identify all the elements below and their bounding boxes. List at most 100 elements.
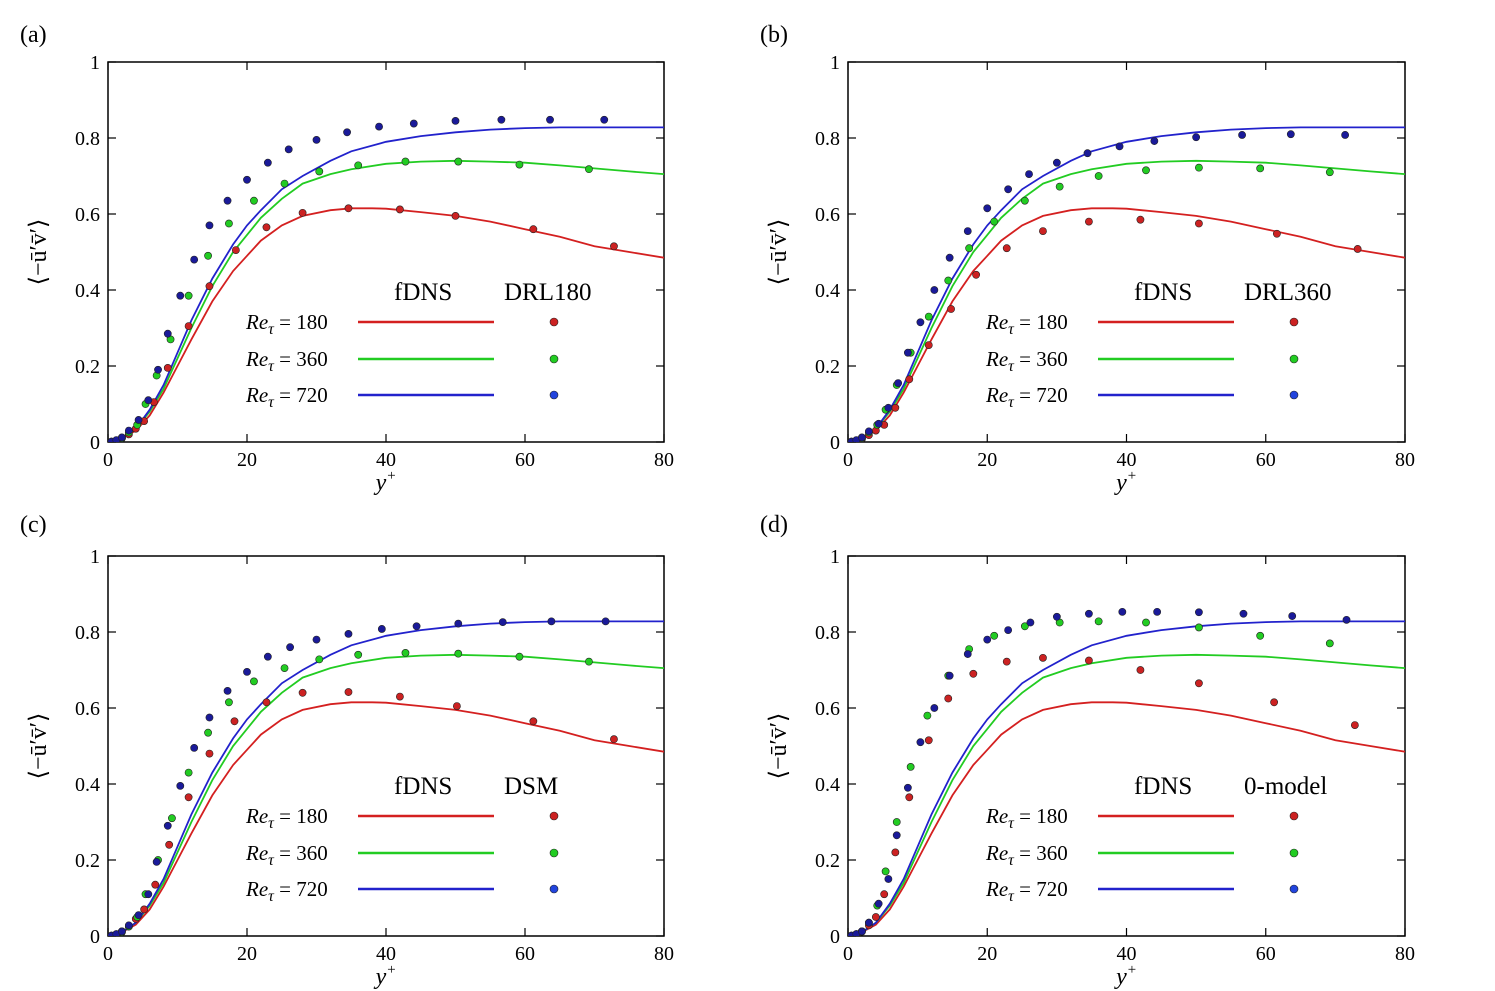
- x-tick-label: 40: [376, 449, 396, 471]
- data-point: [498, 618, 507, 627]
- data-point: [204, 728, 212, 737]
- data-point: [1142, 618, 1150, 627]
- data-point: [184, 322, 193, 330]
- data-point: [892, 831, 901, 840]
- legend-marker-swatch: [549, 390, 559, 400]
- y-tick-label: 1: [90, 546, 100, 568]
- data-point: [344, 204, 353, 213]
- data-point: [1052, 158, 1061, 167]
- panel-label: (c): [20, 512, 47, 538]
- data-point: [1136, 666, 1145, 674]
- data-point: [944, 276, 953, 285]
- data-point: [262, 698, 271, 707]
- series-line-line360: [848, 159, 1405, 442]
- data-point: [354, 161, 363, 170]
- legend-marker-header: DSM: [504, 773, 558, 800]
- data-point: [451, 211, 460, 220]
- series-line-line360: [108, 653, 664, 936]
- data-point: [1288, 612, 1297, 620]
- data-point: [1004, 185, 1013, 194]
- y-tick-label: 0: [830, 926, 840, 948]
- legend-line-header: fDNS: [1134, 279, 1192, 306]
- data-point: [515, 160, 524, 169]
- y-tick-label: 0.2: [815, 356, 840, 378]
- data-point: [884, 875, 893, 883]
- data-point: [154, 365, 162, 374]
- data-point: [930, 704, 939, 712]
- data-point: [891, 848, 900, 857]
- plot-frame: [847, 555, 1406, 937]
- data-point: [205, 221, 214, 230]
- data-point: [230, 717, 239, 726]
- x-tick-label: 80: [654, 449, 674, 471]
- y-tick-label: 0.6: [75, 204, 100, 226]
- data-point: [243, 668, 251, 676]
- legend-marker-swatch: [1289, 884, 1299, 894]
- data-point: [1150, 137, 1159, 145]
- x-tick-label: 20: [237, 943, 257, 965]
- data-point: [163, 821, 172, 830]
- data-point: [1341, 131, 1350, 139]
- data-point: [401, 157, 410, 166]
- data-point: [401, 649, 410, 657]
- data-point: [1350, 721, 1359, 729]
- data-point: [1004, 626, 1013, 634]
- data-point: [983, 204, 992, 213]
- y-tick-label: 0.4: [815, 774, 840, 796]
- data-point: [262, 223, 271, 232]
- data-point: [231, 246, 240, 254]
- x-axis-label: y+: [374, 962, 397, 990]
- data-point: [1026, 618, 1035, 627]
- data-point: [903, 783, 912, 792]
- data-point: [144, 890, 153, 899]
- x-tick-label: 80: [1395, 943, 1415, 965]
- series-line-line720: [848, 620, 1405, 936]
- x-axis-label: y+: [1114, 468, 1137, 496]
- data-point: [184, 291, 193, 300]
- panel-label: (a): [20, 22, 47, 48]
- data-point: [871, 913, 880, 921]
- data-point: [250, 677, 258, 686]
- data-point: [1238, 131, 1246, 139]
- y-axis-label: ⟨−ū′v̄′⟩: [26, 219, 52, 286]
- y-tick-label: 0.2: [75, 850, 100, 872]
- y-tick-label: 0.4: [75, 280, 100, 302]
- data-point: [497, 115, 506, 124]
- data-point: [344, 688, 353, 696]
- data-point: [286, 643, 294, 652]
- data-point: [377, 625, 386, 633]
- data-point: [454, 157, 463, 166]
- data-point: [965, 244, 974, 253]
- chart-panel-b: (b) 0 20 40 60 80 0 0.2 0.4 0.6 0.8 1 y+ ⟨−ū′v̄′⟩ fDNS…: [760, 22, 1415, 496]
- legend-marker-swatch: [1289, 354, 1299, 364]
- data-point: [874, 899, 883, 908]
- legend-entry-label: Reτ = 360: [985, 841, 1068, 869]
- data-point: [858, 433, 866, 442]
- panel-label: (b): [760, 22, 788, 48]
- data-point: [163, 363, 172, 372]
- data-point: [529, 225, 538, 234]
- y-axis-label: ⟨−ū′v̄′⟩: [766, 219, 792, 286]
- data-point: [1085, 217, 1093, 226]
- x-tick-label: 60: [1256, 449, 1276, 471]
- legend-entry-label: Reτ = 360: [245, 347, 328, 375]
- plot-area: [848, 607, 1405, 936]
- data-point: [1020, 196, 1029, 205]
- data-point: [894, 379, 903, 387]
- data-point: [1039, 653, 1047, 662]
- data-point: [124, 426, 133, 435]
- x-tick-label: 60: [1256, 943, 1276, 965]
- y-tick-label: 0.2: [75, 356, 100, 378]
- data-point: [891, 403, 900, 412]
- data-point: [243, 175, 251, 184]
- legend-entry-label: Reτ = 180: [985, 310, 1068, 338]
- data-point: [1052, 612, 1061, 621]
- x-tick-label: 80: [1395, 449, 1415, 471]
- legend: fDNS DSM Reτ = 180 Reτ = 360 Reτ = 720: [245, 773, 559, 905]
- y-tick-label: 0: [90, 432, 100, 454]
- data-point: [190, 744, 199, 752]
- data-point: [1136, 215, 1145, 224]
- data-point: [144, 396, 153, 405]
- legend-marker-swatch: [549, 354, 559, 364]
- legend-marker-header: 0-model: [1244, 773, 1327, 800]
